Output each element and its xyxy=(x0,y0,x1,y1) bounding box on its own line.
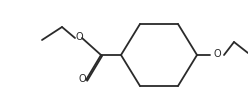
Text: O: O xyxy=(213,49,221,59)
Text: O: O xyxy=(75,32,83,42)
Text: O: O xyxy=(78,74,86,84)
